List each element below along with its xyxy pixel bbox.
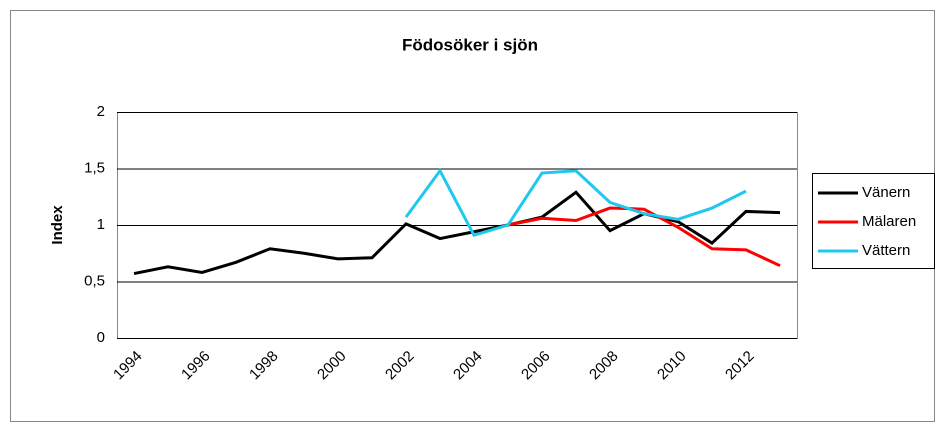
- y-tick-label: 1,5: [84, 159, 105, 176]
- series-line: [404, 167, 747, 237]
- legend-label: Vättern: [862, 242, 910, 259]
- legend-label: Mälaren: [862, 213, 916, 230]
- series-line: [507, 206, 781, 268]
- y-axis-label: Index: [49, 205, 66, 245]
- y-tick-label: 2: [97, 103, 105, 120]
- chart-title: Födosöker i sjön: [402, 35, 538, 54]
- series-line: [133, 190, 781, 276]
- y-tick-label: 0,5: [84, 272, 105, 289]
- y-tick-label: 1: [97, 216, 105, 233]
- legend-label: Vänern: [862, 184, 910, 201]
- y-tick-label: 0: [97, 329, 105, 346]
